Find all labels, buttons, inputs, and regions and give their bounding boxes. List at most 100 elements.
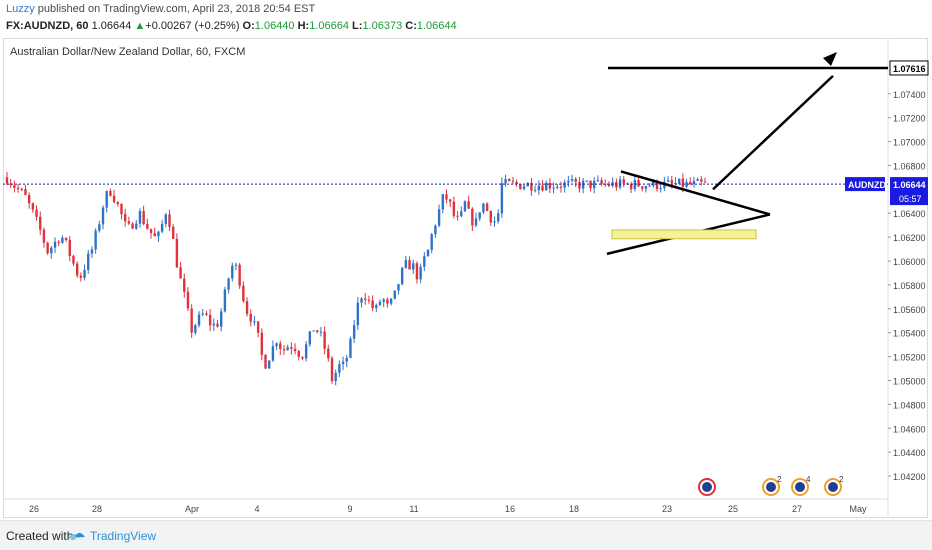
- candle-body: [574, 178, 577, 183]
- y-tick-label: 1.05800: [893, 281, 926, 291]
- y-tick-label: 1.06400: [893, 209, 926, 219]
- candle-body: [79, 275, 83, 278]
- candle-body: [489, 210, 492, 223]
- candle-body: [703, 181, 707, 183]
- candle-body: [533, 190, 537, 192]
- candle-body: [186, 291, 190, 309]
- candle-body: [652, 180, 655, 186]
- candle-body: [135, 223, 138, 229]
- candle-body: [530, 182, 533, 191]
- candle-body: [360, 298, 363, 303]
- candle-body: [208, 314, 212, 326]
- candle-body: [681, 178, 685, 187]
- price-badges: 1.07616 AUDNZD 1.06644 05:57: [845, 60, 929, 206]
- author-link[interactable]: Luzzy: [6, 3, 35, 15]
- candle-body: [648, 185, 651, 187]
- ohlc-line: FX:AUDNZD, 60 1.06644 ▲+0.00267 (+0.25%)…: [6, 20, 457, 32]
- x-tick-label: 18: [569, 504, 579, 514]
- drawings[interactable]: [606, 52, 888, 256]
- candle-body: [689, 181, 692, 185]
- x-tick-label: Apr: [185, 504, 199, 514]
- candle-body: [700, 179, 703, 182]
- candle-body: [72, 255, 75, 264]
- candle-body: [50, 247, 53, 254]
- triangle-upper-line[interactable]: [620, 170, 771, 216]
- x-tick-label: 28: [92, 504, 102, 514]
- candle-body: [589, 180, 592, 189]
- candle-body: [445, 194, 448, 200]
- candle-body: [622, 179, 625, 184]
- candle-body: [448, 199, 452, 202]
- y-tick-label: 1.05200: [893, 353, 926, 363]
- candle-body: [471, 208, 474, 226]
- x-tick-label: 16: [505, 504, 515, 514]
- candle-body: [552, 187, 555, 189]
- target-price-badge: [889, 60, 929, 76]
- candle-body: [304, 344, 308, 359]
- y-tick-label: 1.07400: [893, 90, 926, 100]
- candle-body: [242, 285, 245, 302]
- high-label: H:: [297, 20, 310, 32]
- y-tick-label: 1.06000: [893, 257, 926, 267]
- x-tick-label: 4: [254, 504, 259, 514]
- candle-body: [386, 299, 389, 304]
- candle-body: [356, 302, 360, 326]
- candle-body: [637, 180, 640, 187]
- flag-icon: [702, 482, 712, 492]
- candle-body: [109, 191, 112, 196]
- open-label: O:: [242, 20, 255, 32]
- tradingview-brand[interactable]: TradingView: [90, 529, 157, 543]
- candle-body: [264, 354, 267, 369]
- candle-body: [16, 187, 20, 189]
- symbol-label: FX:AUDNZD, 60: [6, 20, 89, 32]
- candle-body: [171, 226, 175, 239]
- y-tick-label: 1.04200: [893, 472, 926, 482]
- event-icons[interactable]: 2 4 2: [698, 475, 844, 496]
- candle-body: [9, 183, 12, 186]
- support-zone[interactable]: [611, 229, 757, 240]
- candle-body: [160, 223, 164, 232]
- candle-body: [404, 260, 408, 268]
- candle-body: [260, 332, 264, 355]
- candle-body: [644, 186, 648, 189]
- footer: Created with TradingView: [0, 520, 932, 550]
- target-price-label: 1.07616: [893, 64, 926, 74]
- candle-body: [674, 183, 677, 185]
- chart-header: Luzzy published on TradingView.com, Apri…: [0, 0, 932, 38]
- candle-body: [327, 348, 330, 359]
- chart-frame[interactable]: [3, 38, 928, 518]
- candle-body: [474, 218, 478, 226]
- candle-body: [511, 180, 515, 182]
- candle-body: [522, 186, 526, 190]
- candle-body: [149, 228, 153, 234]
- candle-body: [105, 191, 108, 208]
- candle-body: [338, 364, 341, 373]
- price-chart[interactable]: Australian Dollar/New Zealand Dollar, 60…: [0, 0, 932, 520]
- candle-body: [367, 299, 371, 301]
- candle-body: [600, 180, 603, 184]
- low-label: L:: [352, 20, 363, 32]
- candle-body: [607, 184, 611, 186]
- candle-body: [83, 269, 86, 278]
- projection-arrow-line[interactable]: [712, 74, 834, 191]
- y-tick-label: 1.04800: [893, 400, 926, 410]
- chart-title: Australian Dollar/New Zealand Dollar, 60…: [10, 46, 245, 58]
- price-axis[interactable]: 1.07400 1.07200 1.07000 1.06800 1.06400 1.062…: [888, 90, 926, 482]
- publish-info: Luzzy published on TradingView.com, Apri…: [6, 3, 315, 15]
- candle-body: [670, 180, 673, 184]
- candle-body: [382, 299, 385, 302]
- candle-body: [426, 249, 430, 257]
- candle-body: [275, 343, 278, 347]
- candle-body: [596, 180, 600, 182]
- candle-body: [478, 212, 481, 219]
- candle-body: [197, 314, 201, 326]
- time-axis[interactable]: 26 28 Apr 4 9 11 16 18 23 25 27 May: [29, 504, 867, 514]
- candle-body: [238, 264, 241, 286]
- candle-body: [485, 203, 489, 211]
- candle-body: [24, 189, 27, 196]
- candle-body: [153, 233, 156, 237]
- tradingview-logo-icon[interactable]: [67, 528, 87, 542]
- candle-body: [138, 210, 142, 224]
- candle-body: [629, 183, 633, 190]
- candle-body: [641, 186, 644, 189]
